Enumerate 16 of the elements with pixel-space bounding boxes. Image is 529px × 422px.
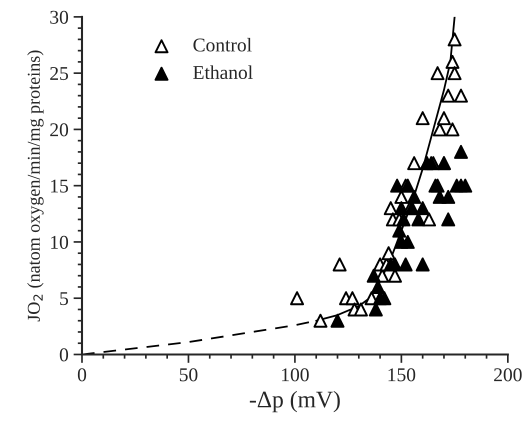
- legend-label: Control: [193, 38, 252, 52]
- x-axis-title: -Δp (mV): [250, 390, 340, 412]
- x-tick-label: 200: [494, 368, 522, 382]
- y-axis-title: JO$_{2}$ (natom oxygen/min/mg proteins): [27, 50, 44, 322]
- y-tick-label: 10: [51, 236, 68, 249]
- x-tick-label: 150: [388, 368, 416, 382]
- x-tick-label: 0: [78, 368, 86, 382]
- x-tick-label: 100: [282, 368, 309, 382]
- x-tick-label: 50: [180, 368, 198, 382]
- y-tick-label: 30: [50, 10, 68, 24]
- y-tick-label: 15: [51, 180, 68, 193]
- y-tick-label: 20: [50, 123, 68, 136]
- y-tick-label: 25: [50, 67, 68, 80]
- y-tick-label: 0: [60, 348, 68, 362]
- legend-label: Ethanol: [193, 65, 253, 80]
- y-tick-label: 5: [60, 292, 68, 306]
